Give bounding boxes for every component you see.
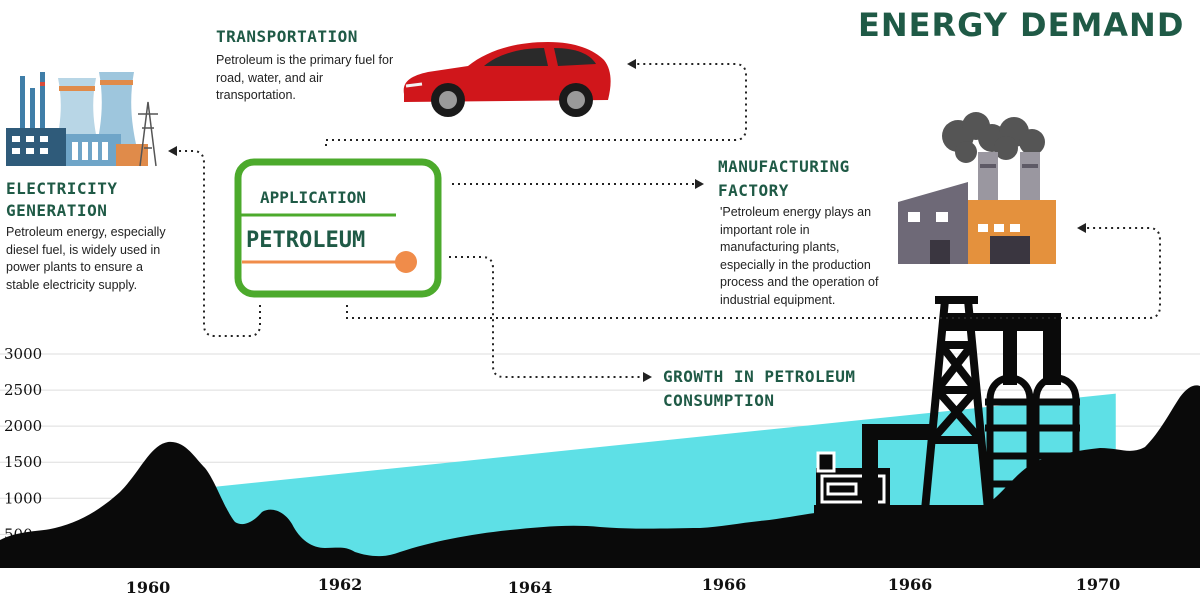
page-title: ENERGY DEMAND bbox=[858, 6, 1185, 44]
car-icon bbox=[403, 42, 611, 117]
connector-arrowheads bbox=[168, 59, 1086, 382]
y-axis-labels: 30002500200015001000500 bbox=[4, 345, 42, 543]
transportation-heading: TRANSPORTATION bbox=[216, 27, 358, 46]
x-tick-label: 1962 bbox=[318, 575, 363, 594]
growth-heading-line1: GROWTH IN PETROLEUM bbox=[663, 367, 856, 386]
petroleum-label: PETROLEUM bbox=[246, 228, 366, 253]
oil-rig-icon bbox=[814, 296, 1200, 568]
y-tick-label: 3000 bbox=[4, 345, 42, 363]
y-tick-label: 2500 bbox=[4, 381, 42, 399]
manufacturing-text: 'Petroleum energy plays an important rol… bbox=[720, 205, 879, 307]
electricity-text: Petroleum energy, especially diesel fuel… bbox=[6, 225, 166, 292]
electricity-heading-line2: GENERATION bbox=[6, 201, 108, 220]
y-tick-label: 1000 bbox=[4, 489, 42, 507]
growth-heading-line2: CONSUMPTION bbox=[663, 391, 775, 410]
x-tick-label: 1966 bbox=[888, 575, 933, 594]
power-plant-icon bbox=[6, 72, 158, 167]
connector-lines bbox=[172, 63, 1161, 378]
x-axis-labels: 1960 1962 1964 1966 1966 1970 bbox=[126, 575, 1121, 597]
transportation-text: Petroleum is the primary fuel for road, … bbox=[216, 53, 394, 102]
x-tick-label: 1960 bbox=[126, 578, 171, 597]
y-tick-label: 2000 bbox=[4, 417, 42, 435]
manufacturing-heading-line1: MANUFACTURING bbox=[718, 157, 850, 176]
y-tick-label: 1500 bbox=[4, 453, 42, 471]
x-tick-label: 1964 bbox=[508, 578, 553, 597]
electricity-heading-line1: ELECTRICITY bbox=[6, 179, 118, 198]
manufacturing-heading-line2: FACTORY bbox=[718, 181, 789, 200]
x-tick-label: 1966 bbox=[702, 575, 747, 594]
factory-icon bbox=[898, 112, 1056, 264]
x-tick-label: 1970 bbox=[1076, 575, 1121, 594]
application-box bbox=[234, 158, 442, 298]
application-heading: APPLICATION bbox=[260, 188, 366, 207]
